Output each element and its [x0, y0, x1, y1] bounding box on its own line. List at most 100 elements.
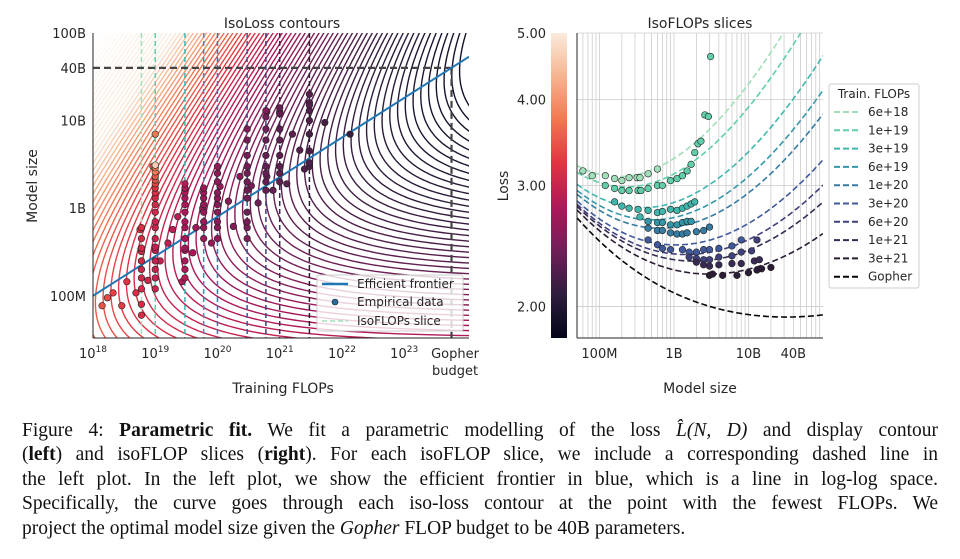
empirical-data-point [181, 257, 189, 265]
slice-data-point [704, 112, 713, 121]
empirical-data-point [243, 234, 251, 243]
empirical-data-point [243, 194, 251, 202]
slice-data-point [697, 137, 705, 145]
empirical-data-point [213, 200, 222, 209]
empirical-data-point [181, 265, 189, 274]
legend-empirical-swatch [331, 298, 339, 306]
empirical-data-point [262, 125, 270, 133]
legend-label: 3e+21 [868, 251, 908, 265]
x-tick-label: 40B [781, 347, 806, 362]
slice-data-point [625, 174, 633, 182]
isoloss-contour [404, 33, 469, 175]
isoloss-contour [373, 33, 469, 201]
caption-text: and display contour [747, 420, 939, 441]
isoloss-contour [93, 33, 177, 158]
slice-data-point [758, 265, 766, 273]
caption-line-5: project the optimal model size given the… [22, 517, 938, 541]
isoloss-contour [272, 33, 469, 275]
slice-data-point [666, 176, 675, 185]
empirical-data-point [305, 117, 314, 125]
slice-data-point [666, 221, 675, 229]
empirical-data-point [137, 285, 146, 293]
loss-math: L̂(N, D) [676, 420, 748, 441]
isoloss-contour [412, 33, 469, 167]
slice-data-point [737, 248, 745, 256]
legend-label: 3e+20 [868, 197, 908, 211]
slice-data-point [705, 256, 714, 264]
empirical-data-point [164, 239, 172, 247]
slice-data-point [625, 186, 633, 195]
slice-data-point [700, 261, 708, 269]
empirical-data-point [151, 130, 159, 138]
isoloss-contour [93, 33, 190, 180]
empirical-data-point [181, 208, 189, 216]
empirical-data-point [213, 162, 222, 171]
caption-line-2: (left) and isoFLOP slices (right). For e… [22, 443, 938, 467]
x-tick-label: 100M [581, 347, 617, 362]
isoloss-contour [334, 33, 469, 231]
gopher-tick-label: Gopher [431, 347, 480, 362]
caption-text: We fit a parametric modelling of the los… [252, 420, 676, 441]
slice-data-point [700, 226, 708, 235]
slice-data-point [747, 247, 756, 255]
isoflop-curve [577, 113, 823, 229]
isoloss-contour [234, 33, 469, 301]
isoloss-contour [93, 33, 147, 111]
isoloss-contour [93, 33, 221, 244]
slice-data-point [658, 226, 667, 235]
legend-label: 6e+20 [868, 215, 908, 229]
empirical-data-point [109, 289, 117, 297]
isoloss-contour [93, 33, 138, 98]
empirical-data-point [229, 222, 237, 231]
legend-label: 1e+21 [868, 233, 908, 247]
isoloss-contour [358, 33, 469, 213]
empirical-data-point [137, 244, 146, 252]
right-y-axis-label: Loss [496, 171, 512, 202]
isoloss-contour [93, 33, 143, 105]
isoloss-contour [93, 33, 230, 338]
slice-data-point [644, 206, 652, 214]
empirical-data-point [189, 249, 197, 257]
empirical-data-point [283, 180, 291, 188]
slice-data-point [601, 181, 609, 190]
empirical-data-point [151, 200, 159, 209]
empirical-data-point [151, 243, 159, 251]
empirical-data-point [269, 186, 277, 194]
y-tick-label: 1B [69, 202, 86, 217]
isoloss-contour [210, 33, 469, 317]
slice-data-point [692, 248, 700, 256]
slice-data-point [705, 223, 714, 231]
right-legend: Train. FLOPs 6e+18 1e+19 3e+19 6e+19 1e+20 3e… [828, 83, 920, 289]
slice-data-point [705, 262, 714, 270]
slice-data-point [611, 184, 619, 193]
empirical-data-point [132, 289, 140, 297]
empirical-data-point [243, 218, 251, 226]
empirical-data-point [144, 276, 152, 284]
slice-data-point [658, 244, 667, 253]
isoloss-contour [93, 33, 182, 165]
isoflop-curve [577, 209, 823, 275]
slice-data-point [685, 253, 693, 261]
right-chart-title: IsoFLOPs slices [648, 16, 753, 32]
empirical-data-point [276, 104, 284, 112]
empirical-data-point [118, 302, 126, 310]
isoloss-contour [141, 33, 261, 338]
isoloss-contour [350, 33, 469, 219]
isoloss-contour [93, 33, 156, 124]
isoloss-contour [93, 33, 130, 85]
caption-text: ) and isoFLOP slices ( [55, 444, 265, 466]
isoloss-contour-plot: IsoLoss contours 1018 1019 1020 1021 1022 102… [25, 16, 480, 397]
caption-gopher: Gopher [339, 517, 400, 539]
legend-label: 1e+20 [868, 178, 908, 192]
empirical-data-point [200, 200, 208, 209]
gopher-tick-label-2: budget [432, 364, 478, 379]
slice-data-point [611, 198, 619, 206]
slice-data-point [678, 172, 687, 180]
left-chart-title: IsoLoss contours [224, 16, 340, 32]
empirical-data-point [137, 300, 146, 308]
empirical-data-point [243, 178, 251, 186]
isoloss-contour [93, 33, 169, 144]
x-tick-label: 10B [736, 347, 761, 362]
isoloss-contour [172, 33, 389, 338]
isoloss-contour [148, 33, 265, 338]
